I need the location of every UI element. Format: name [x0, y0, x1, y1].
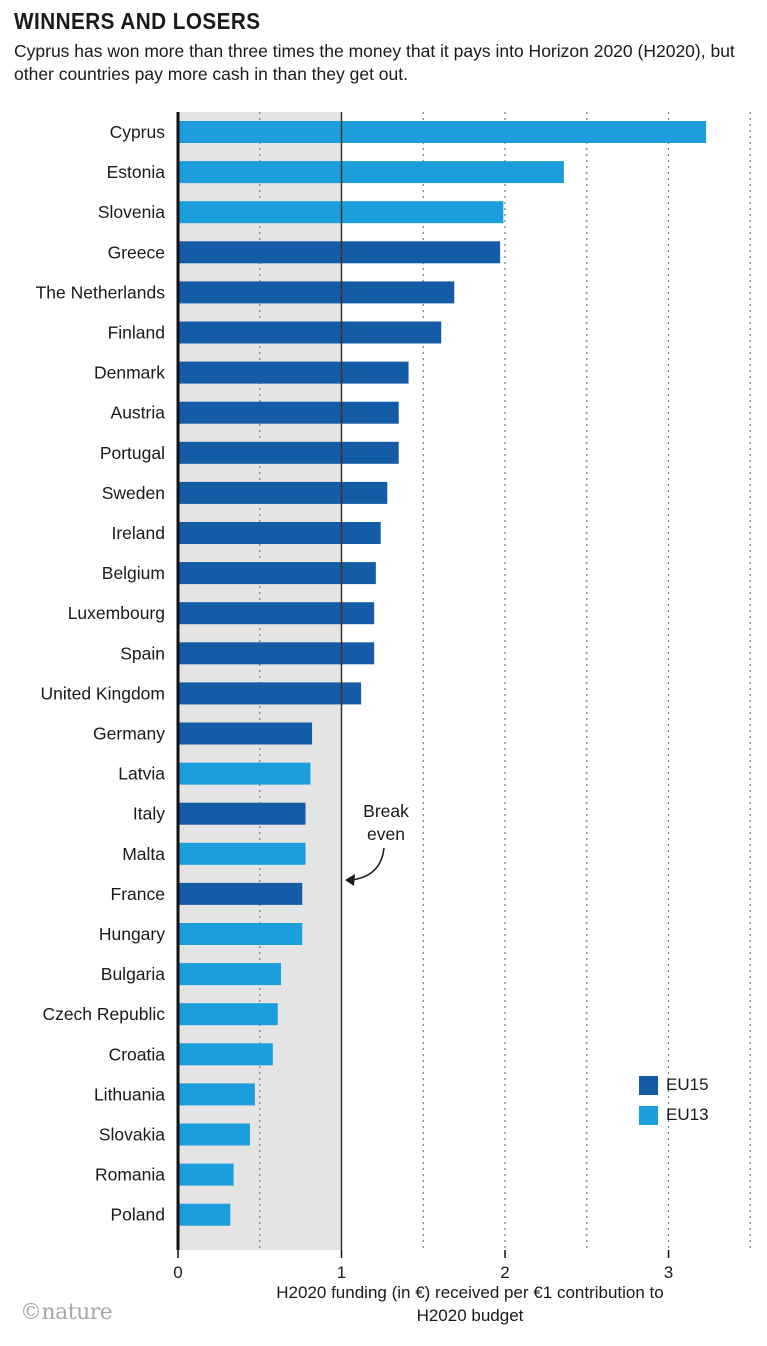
category-label-germany: Germany — [93, 724, 165, 744]
category-label-poland: Poland — [111, 1205, 166, 1225]
category-label-austria: Austria — [111, 403, 166, 423]
bar-belgium — [178, 562, 376, 585]
category-label-hungary: Hungary — [99, 924, 165, 944]
annotation-arrow — [351, 847, 385, 881]
bar-luxembourg — [178, 602, 375, 625]
x-tick-label: 1 — [337, 1263, 346, 1282]
bar-malta — [178, 842, 306, 865]
category-label-latvia: Latvia — [118, 764, 165, 784]
category-label-italy: Italy — [133, 804, 165, 824]
bar-italy — [178, 802, 306, 825]
bar-greece — [178, 241, 501, 264]
bar-france — [178, 882, 303, 905]
bar-spain — [178, 642, 375, 665]
chart-title: WINNERS AND LOSERS — [14, 8, 261, 34]
x-axis-label: H2020 funding (in €) received per €1 con… — [276, 1283, 664, 1325]
chart-subtitle: Cyprus has won more than three times the… — [14, 41, 735, 84]
category-label-czech-republic: Czech Republic — [42, 1004, 165, 1024]
category-label-spain: Spain — [120, 643, 165, 663]
category-label-bulgaria: Bulgaria — [101, 964, 165, 984]
bar-lithuania — [178, 1083, 255, 1106]
category-label-france: France — [111, 884, 165, 904]
bar-austria — [178, 401, 399, 424]
x-tick-label: 2 — [500, 1263, 509, 1282]
category-label-lithuania: Lithuania — [94, 1084, 165, 1104]
bar-united-kingdom — [178, 682, 362, 705]
bar-germany — [178, 722, 313, 745]
category-label-malta: Malta — [122, 844, 165, 864]
annotation-break: Break — [363, 801, 409, 821]
legend-label-eu15: EU15 — [666, 1075, 709, 1094]
legend-item-eu13: EU13 — [639, 1100, 709, 1130]
category-label-denmark: Denmark — [94, 363, 165, 383]
bar-denmark — [178, 361, 409, 384]
legend-item-eu15: EU15 — [639, 1070, 709, 1100]
category-label-united-kingdom: United Kingdom — [40, 683, 165, 703]
bar-cyprus — [178, 121, 707, 143]
legend-swatch-eu15 — [639, 1075, 658, 1095]
bar-estonia — [178, 161, 564, 184]
category-label-sweden: Sweden — [102, 483, 165, 503]
category-label-belgium: Belgium — [102, 563, 165, 583]
category-label-luxembourg: Luxembourg — [68, 603, 165, 623]
bar-latvia — [178, 762, 311, 785]
x-tick-label: 3 — [664, 1263, 673, 1282]
category-label-croatia: Croatia — [109, 1044, 166, 1064]
bar-ireland — [178, 522, 381, 544]
x-tick-label: 0 — [173, 1263, 182, 1282]
bar-slovakia — [178, 1123, 250, 1146]
category-label-estonia: Estonia — [107, 162, 166, 182]
category-label-the-netherlands: The Netherlands — [36, 282, 166, 302]
category-label-slovakia: Slovakia — [99, 1125, 165, 1145]
category-label-finland: Finland — [108, 323, 165, 343]
legend: EU15 EU13 — [639, 1070, 709, 1130]
bar-romania — [178, 1163, 234, 1186]
bar-bulgaria — [178, 963, 282, 986]
category-label-greece: Greece — [108, 242, 165, 262]
bar-finland — [178, 321, 442, 344]
category-label-ireland: Ireland — [111, 523, 165, 543]
bar-poland — [178, 1203, 231, 1226]
bar-croatia — [178, 1043, 273, 1066]
bar-portugal — [178, 441, 399, 464]
category-label-romania: Romania — [95, 1165, 165, 1185]
annotation-arrowhead — [345, 874, 355, 886]
bar-slovenia — [178, 201, 504, 224]
bar-the-netherlands — [178, 281, 455, 304]
nature-credit: ©nature — [20, 1300, 113, 1325]
legend-label-eu13: EU13 — [666, 1105, 709, 1124]
legend-swatch-eu13 — [639, 1105, 658, 1125]
bar-sweden — [178, 481, 388, 504]
bar-czech-republic — [178, 1003, 278, 1026]
category-label-cyprus: Cyprus — [110, 122, 166, 142]
annotation-even: even — [367, 824, 405, 844]
category-label-slovenia: Slovenia — [98, 202, 165, 222]
bar-hungary — [178, 923, 303, 945]
category-label-portugal: Portugal — [100, 443, 165, 463]
